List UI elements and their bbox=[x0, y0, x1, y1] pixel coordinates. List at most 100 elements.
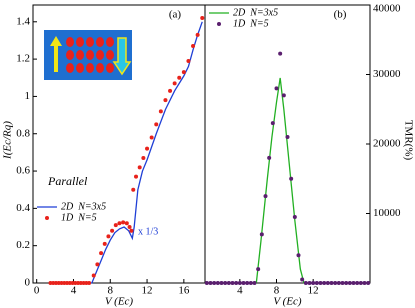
data-point bbox=[314, 281, 319, 285]
data-point bbox=[281, 93, 286, 98]
data-point bbox=[195, 32, 200, 37]
x-axis-label: V (Ec) bbox=[105, 296, 134, 308]
y-axis-label: I(Ec/Rq) bbox=[2, 121, 14, 160]
legend-marker bbox=[217, 22, 221, 26]
data-point bbox=[181, 70, 186, 75]
x-tick-label: 4 bbox=[71, 285, 77, 297]
y2-tick-label: 10000 bbox=[373, 207, 401, 219]
x-tick-label: 4 bbox=[237, 285, 243, 297]
y-tick-label: 1.2 bbox=[16, 53, 30, 65]
legend-label: 1D N=5 bbox=[61, 212, 97, 223]
x-tick-label: 12 bbox=[142, 285, 153, 297]
data-point bbox=[208, 281, 213, 285]
data-point bbox=[172, 81, 177, 86]
data-point bbox=[110, 228, 115, 233]
x-tick-label: 12 bbox=[308, 285, 319, 297]
data-point bbox=[219, 281, 224, 285]
data-point bbox=[212, 281, 217, 285]
data-point bbox=[347, 281, 352, 285]
data-point bbox=[124, 221, 129, 226]
data-point bbox=[87, 281, 92, 285]
data-point bbox=[274, 86, 279, 91]
data-point bbox=[191, 44, 196, 49]
data-point bbox=[278, 51, 283, 56]
data-point bbox=[158, 109, 163, 114]
data-point bbox=[62, 281, 67, 285]
y-tick-label: 0.2 bbox=[16, 239, 30, 251]
data-point bbox=[56, 281, 61, 285]
data-point bbox=[48, 281, 53, 285]
data-point bbox=[154, 122, 159, 127]
data-point bbox=[230, 281, 235, 285]
data-point bbox=[270, 121, 275, 126]
data-point bbox=[59, 281, 64, 285]
y-tick-label: 1.4 bbox=[16, 15, 30, 27]
data-point bbox=[355, 281, 360, 285]
data-point bbox=[241, 281, 246, 285]
y-tick-label: 0.4 bbox=[16, 202, 30, 214]
data-point bbox=[234, 281, 239, 285]
y2-axis-label: TMR(%) bbox=[402, 120, 414, 161]
data-point bbox=[292, 214, 297, 219]
data-point bbox=[163, 98, 168, 103]
legend-marker bbox=[45, 216, 49, 220]
legend-label: 1D N=5 bbox=[233, 18, 269, 29]
data-point bbox=[329, 281, 334, 285]
data-point bbox=[168, 88, 173, 93]
data-point bbox=[106, 234, 111, 239]
data-point bbox=[127, 225, 132, 230]
y-tick-label: 1 bbox=[25, 90, 31, 102]
data-point bbox=[223, 281, 228, 285]
data-point bbox=[137, 165, 142, 170]
x-tick-label: 8 bbox=[274, 285, 280, 297]
data-point bbox=[78, 281, 83, 285]
data-point bbox=[99, 251, 104, 256]
x-tick-label: 8 bbox=[108, 285, 114, 297]
arrow-up bbox=[50, 36, 62, 72]
data-point bbox=[340, 281, 345, 285]
data-point bbox=[296, 253, 301, 258]
data-point bbox=[300, 277, 305, 282]
data-point bbox=[285, 135, 290, 140]
data-point bbox=[344, 281, 349, 285]
y2-tick-label: 20000 bbox=[373, 138, 401, 150]
data-point bbox=[333, 281, 338, 285]
data-point bbox=[102, 241, 107, 246]
inset bbox=[44, 30, 132, 80]
legend-label: 2D N=3x5 bbox=[233, 7, 278, 18]
data-point bbox=[256, 267, 261, 272]
data-point bbox=[141, 155, 146, 160]
data-point bbox=[129, 228, 134, 233]
annotation: x 1/3 bbox=[138, 226, 158, 237]
data-point bbox=[70, 281, 75, 285]
data-point bbox=[259, 232, 264, 237]
data-point bbox=[73, 281, 78, 285]
data-point bbox=[362, 281, 367, 285]
data-point bbox=[65, 281, 70, 285]
data-point bbox=[289, 176, 294, 181]
data-point bbox=[91, 273, 96, 278]
data-point bbox=[134, 174, 139, 179]
data-point bbox=[351, 281, 356, 285]
data-point bbox=[307, 281, 312, 285]
panel-label: (b) bbox=[334, 9, 347, 21]
dots bbox=[66, 37, 114, 73]
data-point bbox=[84, 281, 89, 285]
data-point bbox=[145, 146, 150, 151]
y-tick-label: 0.6 bbox=[16, 165, 30, 177]
data-point bbox=[311, 281, 316, 285]
data-point bbox=[113, 223, 118, 228]
data-point bbox=[81, 281, 86, 285]
y-tick-label: 0.8 bbox=[16, 127, 30, 139]
data-point bbox=[237, 281, 242, 285]
data-point bbox=[245, 281, 250, 285]
data-point bbox=[215, 281, 220, 285]
panel-label: (a) bbox=[169, 9, 182, 21]
data-point bbox=[325, 281, 330, 285]
data-point bbox=[263, 194, 268, 199]
y2-tick-label: 30000 bbox=[373, 68, 401, 80]
data-point bbox=[121, 220, 126, 225]
legend-label: 2D N=3x5 bbox=[61, 201, 106, 212]
